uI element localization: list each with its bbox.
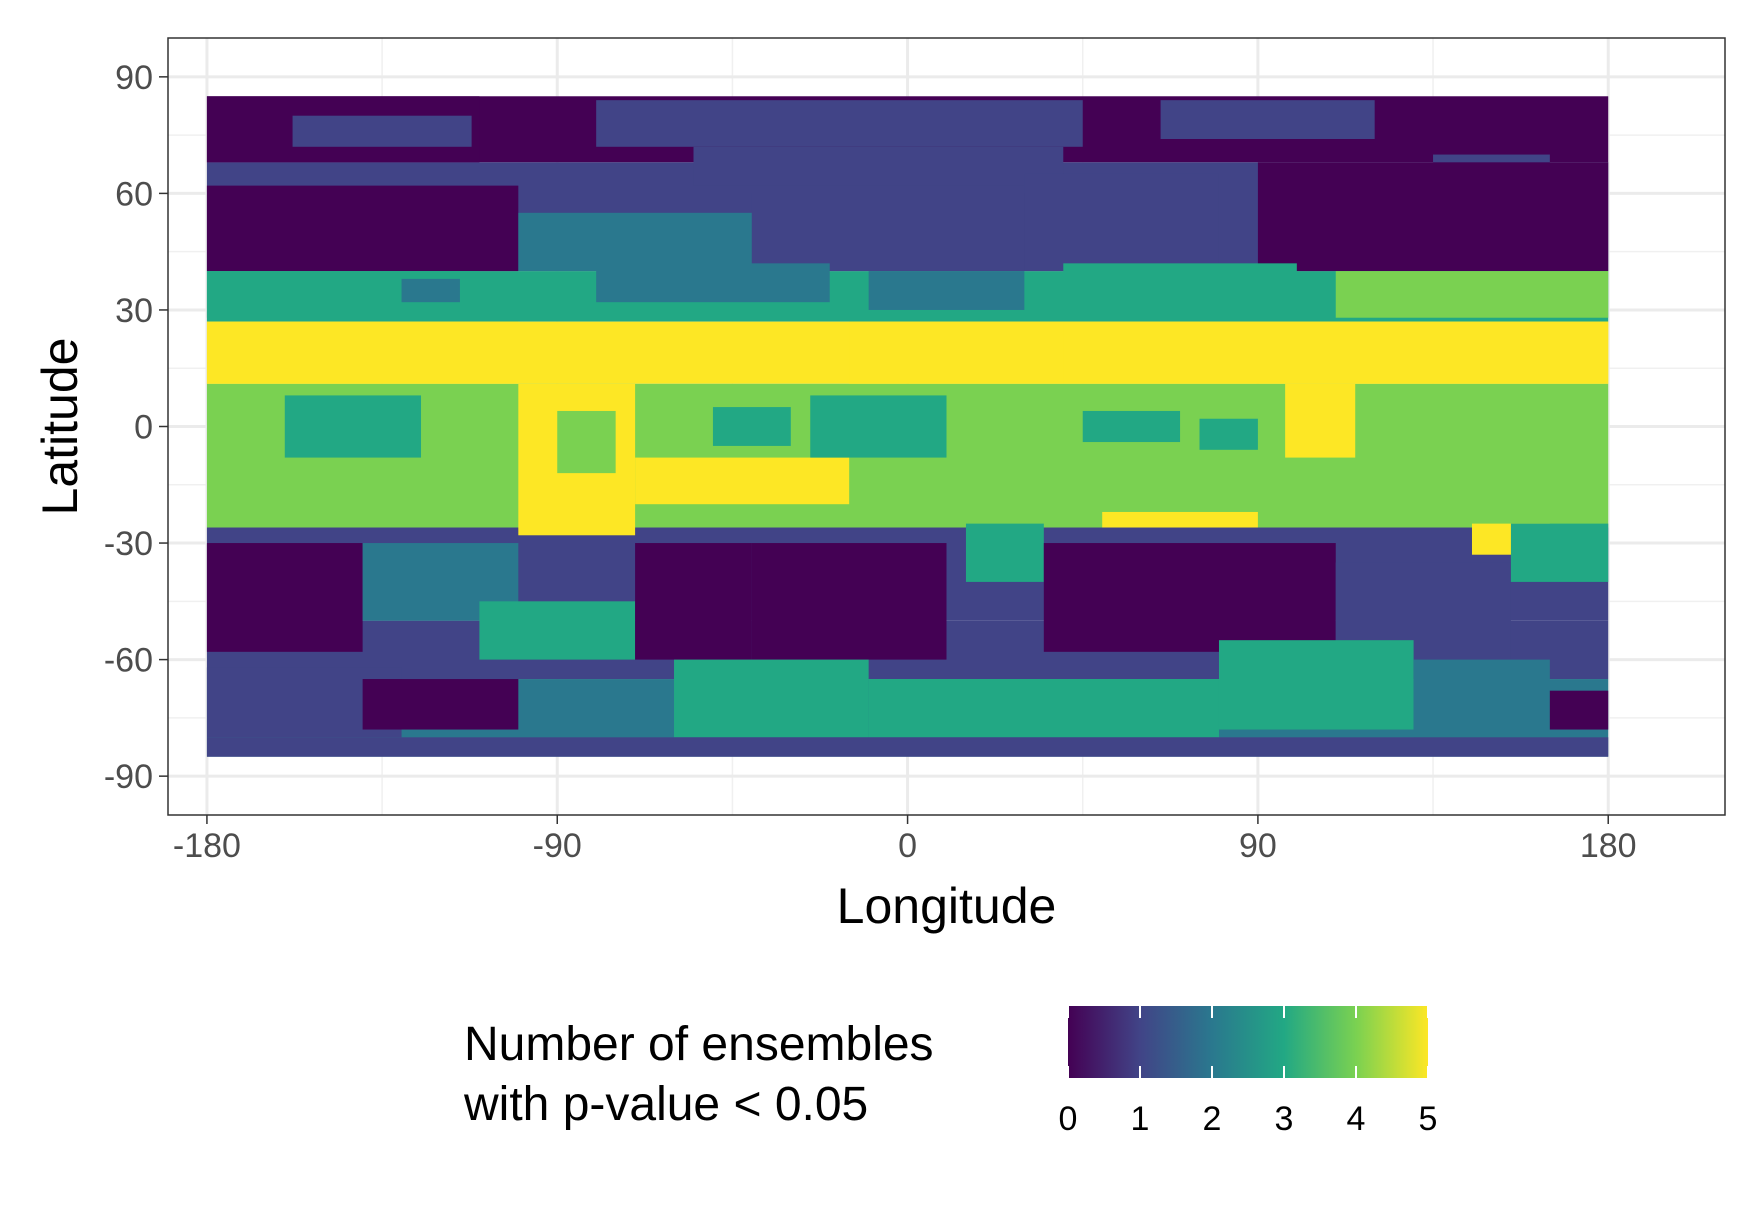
heatmap-cell (206, 321, 519, 384)
heatmap-cell (596, 100, 1083, 147)
y-tick-label: 60 (115, 175, 153, 213)
legend-title-line-1: Number of ensembles (464, 1018, 934, 1071)
colorbar-tick-label: 3 (1275, 1100, 1294, 1138)
heatmap-cell (1257, 162, 1609, 272)
heatmap-cell (206, 185, 519, 272)
heatmap-cell (1549, 690, 1609, 730)
heatmap-cell (635, 457, 850, 505)
legend-title-line-2: with p-value < 0.05 (463, 1078, 868, 1131)
heatmap-cell (479, 601, 636, 660)
heatmap-cell (810, 395, 947, 458)
y-tick-label: 30 (115, 292, 153, 330)
axis-layer: -180 -90 0 90 180 90 60 30 0 -30 -60 -90 (104, 59, 1637, 865)
x-axis-title: Longitude (837, 878, 1057, 934)
y-tick-label: -30 (104, 525, 153, 563)
heatmap-cell (557, 410, 616, 474)
heatmap-cell (965, 523, 1044, 582)
heatmap-cell (1024, 173, 1219, 272)
heatmap-cell (868, 271, 1025, 310)
heatmap-cell (401, 278, 460, 303)
heatmap-cell (1218, 640, 1414, 730)
heatmap-cell (292, 115, 472, 147)
colorbar-tick-label: 1 (1131, 1100, 1150, 1138)
x-tick-label: -180 (173, 827, 241, 865)
heatmap-cell (1102, 511, 1258, 528)
heatmap-cell (206, 543, 363, 652)
heatmap-cell (849, 321, 1064, 384)
heatmap-cell (362, 679, 519, 730)
x-tick-label: 90 (1239, 827, 1277, 865)
heatmap-cell (284, 395, 422, 458)
y-tick-label: -90 (104, 758, 153, 796)
colorbar-tick-label: 5 (1419, 1100, 1438, 1138)
heatmap-cell (1063, 263, 1297, 310)
heatmap-cell (1199, 418, 1258, 450)
heatmap-cell (1043, 543, 1336, 652)
y-tick-label: 90 (115, 59, 153, 97)
heatmap-cell (868, 679, 1219, 738)
colorbar-tick-label: 2 (1203, 1100, 1222, 1138)
heatmap-cell (1160, 100, 1375, 140)
heatmap-cell (1335, 271, 1609, 318)
heatmap-cell (1413, 659, 1550, 738)
heatmap-cell (206, 737, 1609, 757)
heatmap-cell (674, 659, 869, 738)
y-tick-label: 0 (134, 409, 153, 447)
heatmap-cell (693, 146, 1064, 186)
colorbar-ticks: 0 1 2 3 4 5 (1059, 1006, 1438, 1138)
heatmap-cell (712, 407, 791, 446)
y-axis-title: Latitude (32, 338, 88, 516)
heatmap-cell (751, 193, 1025, 272)
colorbar (1068, 1006, 1428, 1078)
x-tick-label: 180 (1580, 827, 1637, 865)
heatmap-cell (751, 543, 947, 660)
heatmap-cell (1510, 523, 1609, 582)
heatmap-cell (1082, 410, 1181, 443)
legend: Number of ensembles with p-value < 0.05 … (463, 1006, 1437, 1138)
heatmap-cell (1285, 383, 1356, 458)
x-tick-label: 0 (898, 827, 917, 865)
heatmap-layer (206, 96, 1609, 757)
y-tick-label: -60 (104, 642, 153, 680)
x-tick-label: -90 (533, 827, 582, 865)
heatmap-cell (596, 263, 830, 303)
heatmap-cell (635, 543, 752, 660)
colorbar-tick-label: 4 (1347, 1100, 1366, 1138)
heatmap-cell (1063, 321, 1609, 384)
colorbar-tick-label: 0 (1059, 1100, 1078, 1138)
heatmap-cell (518, 212, 752, 272)
